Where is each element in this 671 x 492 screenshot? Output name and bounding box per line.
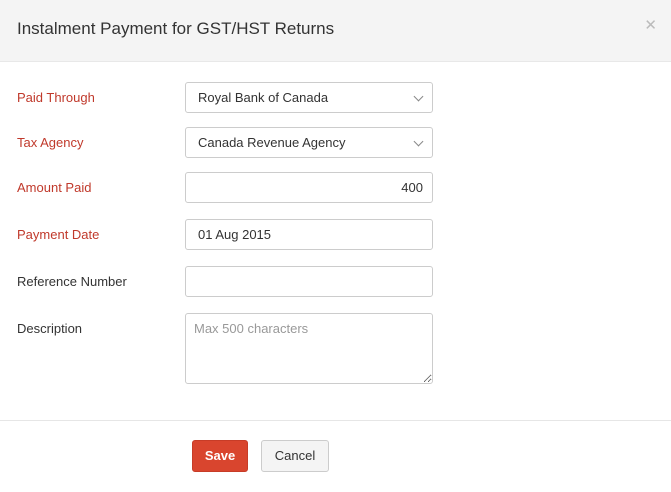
tax-agency-select[interactable]: Canada Revenue Agency: [185, 127, 433, 158]
amount-paid-input[interactable]: 400: [185, 172, 433, 203]
dialog-header: Instalment Payment for GST/HST Returns ✕: [0, 0, 671, 62]
payment-date-label: Payment Date: [17, 227, 100, 242]
paid-through-value: Royal Bank of Canada: [198, 90, 329, 105]
reference-number-input[interactable]: [185, 266, 433, 297]
cancel-button[interactable]: Cancel: [261, 440, 329, 472]
chevron-down-icon: [413, 91, 424, 102]
amount-paid-label: Amount Paid: [17, 180, 92, 195]
paid-through-label: Paid Through: [17, 90, 95, 105]
description-label: Description: [17, 321, 83, 336]
footer-divider: [0, 420, 671, 421]
close-icon[interactable]: ✕: [644, 17, 657, 34]
dialog-title: Instalment Payment for GST/HST Returns: [17, 19, 335, 38]
description-textarea[interactable]: [185, 313, 433, 384]
tax-agency-value: Canada Revenue Agency: [198, 135, 346, 150]
payment-date-input[interactable]: 01 Aug 2015: [185, 219, 433, 250]
paid-through-select[interactable]: Royal Bank of Canada: [185, 82, 433, 113]
tax-agency-label: Tax Agency: [17, 135, 84, 150]
chevron-down-icon: [413, 136, 424, 147]
reference-number-label: Reference Number: [17, 274, 127, 289]
save-button[interactable]: Save: [192, 440, 248, 472]
